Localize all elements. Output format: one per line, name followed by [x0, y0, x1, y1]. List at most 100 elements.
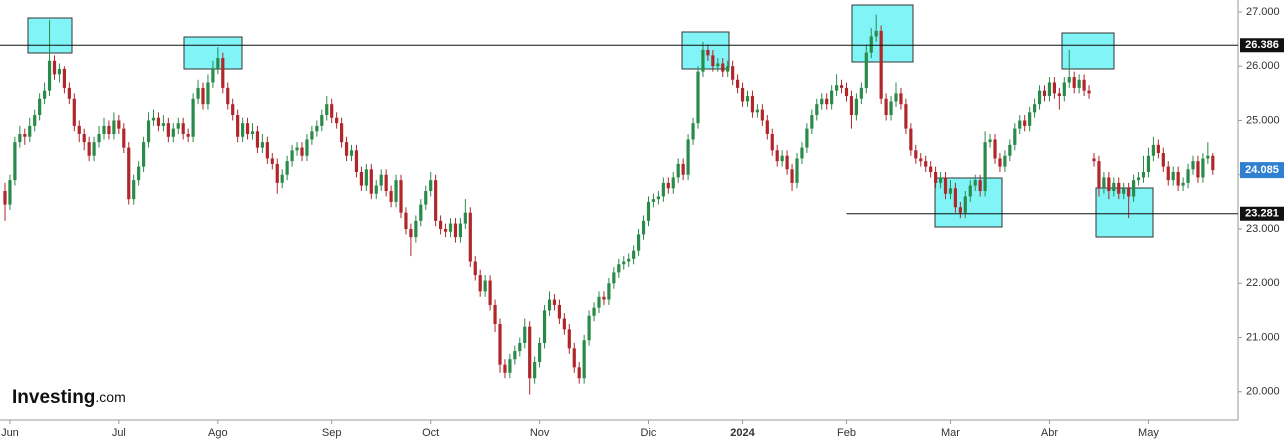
candle-body [241, 123, 245, 137]
candle-body [869, 36, 873, 53]
candle-body [196, 87, 200, 99]
candle-body [661, 182, 665, 197]
candle-body [191, 98, 195, 137]
candle-body [963, 196, 967, 213]
candle-body [641, 220, 646, 235]
candle-body [755, 109, 759, 113]
candle-body [379, 174, 383, 186]
candle-body [978, 180, 982, 192]
candle-body [3, 191, 7, 205]
candle-body [1201, 158, 1205, 178]
y-tick-label: 22.000 [1246, 277, 1280, 289]
x-tick-label: Abr [1041, 427, 1058, 439]
candle-body [97, 134, 101, 143]
candle-body [899, 93, 903, 105]
candle-body [419, 204, 423, 221]
candle-body [607, 283, 611, 300]
candle-body [651, 199, 656, 202]
candle-body [221, 58, 225, 88]
candle-body [344, 142, 349, 156]
candle-body [47, 60, 52, 91]
candle-body [562, 318, 566, 330]
candle-body [557, 304, 561, 319]
candle-body [924, 161, 928, 167]
candle-body [82, 134, 86, 143]
candle-body [523, 326, 527, 343]
candle-body [528, 326, 532, 379]
logo-name: Investing [12, 387, 95, 408]
x-tick-label: Sep [322, 427, 342, 439]
candle-body [107, 125, 111, 135]
candle-body [711, 55, 715, 67]
candle-body [627, 258, 631, 262]
candle-body [656, 196, 660, 200]
candle-body [1023, 120, 1027, 126]
candle-body [394, 180, 398, 202]
candle-body [8, 180, 12, 205]
level-label-box [1240, 38, 1284, 53]
candle-body [72, 98, 76, 126]
x-tick-label: Mar [941, 427, 960, 439]
candle-body [13, 142, 17, 181]
candle-body [127, 147, 131, 200]
candle-body [151, 117, 156, 121]
x-tick-label: Feb [837, 427, 856, 439]
logo-suffix: .com [95, 389, 125, 405]
candle-body [513, 351, 517, 360]
candle-body [1176, 172, 1180, 186]
candle-body [770, 134, 774, 151]
candle-body [691, 123, 695, 140]
candle-body [236, 115, 240, 137]
candle-body [1151, 144, 1155, 156]
candle-body [587, 315, 591, 341]
candle-body [142, 142, 146, 167]
candle-body [206, 82, 210, 105]
candle-body [681, 163, 685, 175]
candle-body [597, 296, 601, 308]
candle-body [929, 166, 933, 173]
candle-body [216, 58, 220, 69]
candle-body [255, 131, 260, 148]
candle-body [1033, 104, 1037, 113]
candle-body [800, 147, 804, 159]
candle-body [849, 96, 854, 116]
candle-body [825, 98, 829, 105]
candle-body [1097, 161, 1101, 189]
candle-body [1057, 93, 1061, 97]
last-price-box [1240, 162, 1284, 179]
candle-body [914, 150, 918, 159]
candle-body [632, 250, 636, 259]
candle-body [938, 177, 943, 183]
candle-body [1141, 172, 1146, 178]
candle-body [1112, 182, 1116, 192]
candle-body [414, 220, 418, 238]
candle-body [18, 134, 22, 143]
candle-body [171, 128, 175, 137]
x-tick-label: May [1138, 427, 1159, 439]
candle-body [369, 169, 373, 194]
candle-body [186, 134, 190, 137]
candle-body [1077, 79, 1081, 88]
candle-body [290, 150, 294, 162]
candle-body [424, 191, 428, 205]
candle-body [300, 147, 304, 156]
candle-body [77, 125, 81, 135]
candle-body [87, 142, 91, 156]
candle-body [429, 180, 433, 192]
candle-body [612, 272, 616, 284]
candle-body [736, 79, 740, 88]
candle-body [820, 98, 824, 105]
candle-body [988, 139, 992, 143]
candle-body [453, 223, 458, 238]
candle-body [330, 104, 334, 118]
candle-body [1161, 153, 1165, 167]
candle-body [404, 212, 408, 229]
candle-body [889, 101, 893, 116]
level-label: 26.386 [1245, 39, 1279, 51]
highlight-box [1095, 187, 1154, 238]
candle-body [721, 63, 725, 72]
candle-body [854, 98, 858, 116]
level-label-box [1240, 206, 1284, 221]
y-tick-label: 26.000 [1246, 60, 1280, 72]
candle-body [250, 131, 255, 135]
